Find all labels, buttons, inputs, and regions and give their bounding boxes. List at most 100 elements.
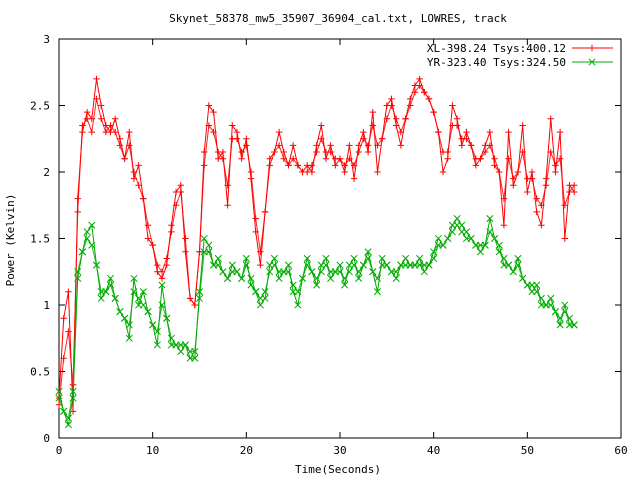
- series-layer: [55, 75, 578, 429]
- data-point-xl: [411, 89, 419, 96]
- data-point-xl: [266, 162, 273, 169]
- data-point-xl: [186, 295, 194, 302]
- data-point-xl: [238, 148, 245, 156]
- data-point-yr: [195, 294, 204, 302]
- data-point-yr: [308, 268, 316, 276]
- series-xl: [55, 75, 578, 415]
- data-point-xl: [486, 128, 494, 136]
- data-point-xl: [210, 108, 217, 116]
- data-point-yr: [74, 274, 82, 282]
- data-point-xl: [421, 89, 428, 96]
- data-point-yr: [439, 241, 447, 249]
- data-point-yr: [88, 241, 96, 249]
- x-axis-ticks: 0 10 20 30 40 50 60: [56, 39, 628, 457]
- data-point-yr: [303, 254, 311, 263]
- data-point-xl: [79, 122, 86, 129]
- data-point-yr: [238, 274, 246, 282]
- data-point-xl: [130, 175, 138, 182]
- data-point-xl: [168, 222, 175, 229]
- data-point-xl: [144, 235, 152, 242]
- data-point-xl: [369, 108, 376, 116]
- data-point-yr: [88, 221, 96, 229]
- data-point-xl: [318, 122, 325, 129]
- data-point-yr: [336, 268, 344, 276]
- data-point-yr: [313, 281, 321, 289]
- data-point-xl: [318, 135, 325, 142]
- data-point-yr: [158, 281, 166, 289]
- data-point-xl: [172, 202, 180, 209]
- data-point-yr: [125, 334, 133, 342]
- data-point-yr: [570, 321, 578, 329]
- data-point-yr: [135, 294, 143, 302]
- data-point-yr: [294, 288, 302, 296]
- data-point-xl: [266, 155, 273, 162]
- x-tick-label: 20: [240, 444, 253, 457]
- data-point-xl: [552, 168, 559, 176]
- data-point-yr: [425, 261, 433, 269]
- data-point-xl: [355, 142, 362, 149]
- data-point-yr: [149, 321, 157, 329]
- data-point-xl: [397, 128, 405, 136]
- data-point-xl: [533, 195, 540, 202]
- data-point-yr: [106, 274, 115, 282]
- data-point-yr: [495, 241, 503, 249]
- data-point-yr: [111, 294, 119, 302]
- data-point-xl: [570, 182, 578, 189]
- data-point-xl: [294, 162, 302, 169]
- data-point-xl: [556, 128, 564, 136]
- data-point-xl: [519, 148, 526, 156]
- data-point-xl: [247, 175, 255, 182]
- data-point-yr: [167, 334, 175, 342]
- data-point-yr: [514, 254, 522, 263]
- data-point-yr: [55, 387, 63, 396]
- data-point-xl: [322, 155, 330, 162]
- data-point-xl: [289, 142, 297, 149]
- data-point-xl: [121, 155, 128, 162]
- data-point-yr: [102, 288, 110, 296]
- legend-marker-yr: [588, 58, 596, 66]
- data-point-xl: [393, 122, 400, 129]
- data-point-xl: [407, 102, 414, 109]
- legend-marker-plus: [588, 44, 596, 52]
- data-point-yr: [355, 268, 363, 276]
- data-point-yr: [537, 294, 545, 302]
- data-point-yr: [322, 254, 330, 263]
- data-point-yr: [392, 274, 400, 282]
- data-point-xl: [65, 328, 72, 335]
- data-point-xl: [308, 162, 316, 169]
- y-axis-label: Power (Kelvin): [4, 194, 17, 287]
- data-point-yr: [481, 241, 489, 249]
- data-point-yr: [355, 274, 363, 282]
- data-point-xl: [130, 168, 138, 176]
- data-point-xl: [205, 122, 213, 129]
- data-point-xl: [60, 315, 67, 322]
- data-point-xl: [308, 168, 316, 176]
- data-point-xl: [496, 168, 503, 176]
- data-point-yr: [144, 308, 152, 316]
- data-point-xl: [74, 195, 81, 202]
- data-point-xl: [74, 208, 81, 216]
- data-point-yr: [92, 261, 101, 269]
- data-point-yr: [467, 234, 475, 243]
- data-point-yr: [195, 288, 204, 296]
- data-point-xl: [257, 248, 264, 255]
- data-point-yr: [533, 281, 541, 289]
- data-point-yr: [476, 248, 485, 256]
- data-point-xl: [313, 148, 320, 156]
- data-point-xl: [83, 108, 91, 116]
- data-point-xl: [271, 148, 278, 156]
- data-point-yr: [350, 261, 358, 269]
- data-point-yr: [294, 301, 302, 309]
- data-point-xl: [313, 142, 320, 149]
- data-point-xl: [219, 155, 227, 162]
- data-point-yr: [378, 254, 386, 263]
- data-point-xl: [570, 188, 578, 196]
- data-point-xl: [510, 175, 517, 182]
- data-point-xl: [542, 182, 550, 189]
- data-point-yr: [177, 347, 185, 356]
- data-point-yr: [261, 294, 269, 302]
- data-point-yr: [163, 314, 171, 322]
- data-point-yr: [60, 407, 68, 415]
- data-point-xl: [327, 142, 334, 149]
- data-point-xl: [252, 215, 259, 222]
